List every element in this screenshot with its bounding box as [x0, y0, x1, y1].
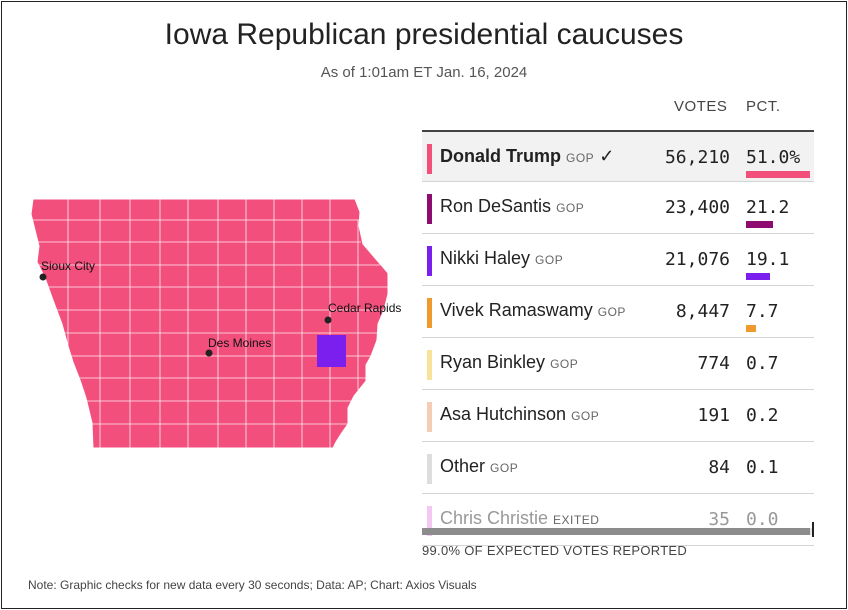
- candidate-pct: 21.2: [746, 197, 790, 218]
- haley-county: [317, 335, 346, 367]
- winner-check-icon: ✓: [599, 146, 615, 166]
- candidate-party: GOP: [535, 253, 564, 267]
- candidate-row: Other GOP 84 0.1: [422, 442, 814, 494]
- candidate-row: Donald Trump GOP ✓ 56,210 51.0%: [422, 130, 814, 182]
- candidate-name-cell: Ron DeSantis GOP: [440, 196, 584, 217]
- des-moines-dot: [205, 349, 213, 357]
- candidate-color-swatch: [427, 454, 432, 484]
- candidate-name: Vivek Ramaswamy: [440, 300, 593, 320]
- candidate-name: Donald Trump: [440, 146, 561, 166]
- candidate-votes: 774: [697, 353, 730, 374]
- candidate-name-cell: Chris Christie EXITED: [440, 508, 599, 529]
- results-table: Donald Trump GOP ✓ 56,210 51.0% Ron DeSanti…: [422, 130, 814, 546]
- candidate-votes: 23,400: [664, 197, 730, 218]
- candidate-row: Ron DeSantis GOP 23,400 21.2: [422, 182, 814, 234]
- candidate-name: Asa Hutchinson: [440, 404, 567, 424]
- candidate-pct: 0.2: [746, 405, 779, 426]
- candidate-name: Nikki Haley: [440, 248, 531, 268]
- candidate-color-swatch: [427, 144, 432, 174]
- iowa-state-shape: [30, 198, 389, 449]
- candidate-party: GOP: [556, 201, 585, 215]
- candidate-name-cell: Vivek Ramaswamy GOP: [440, 300, 626, 321]
- candidate-pct: 0.7: [746, 353, 779, 374]
- chart-title: Iowa Republican presidential caucuses: [164, 18, 684, 51]
- chart-subtitle: As of 1:01am ET Jan. 16, 2024: [320, 64, 528, 81]
- candidate-name-cell: Donald Trump GOP ✓: [440, 146, 614, 167]
- candidate-party: GOP: [490, 461, 519, 475]
- candidate-name: Other: [440, 456, 486, 476]
- candidate-votes: 191: [697, 405, 730, 426]
- candidate-name-cell: Other GOP: [440, 456, 518, 477]
- candidate-votes: 21,076: [664, 249, 730, 270]
- candidate-name-cell: Ryan Binkley GOP: [440, 352, 578, 373]
- cedar-rapids-label: Cedar Rapids: [328, 301, 401, 315]
- source-note: Note: Graphic checks for new data every …: [28, 578, 477, 592]
- candidate-votes: 35: [708, 509, 730, 530]
- candidate-pct-bar: [746, 221, 773, 228]
- candidate-row: Vivek Ramaswamy GOP 8,447 7.7: [422, 286, 814, 338]
- candidate-party: GOP: [597, 305, 626, 319]
- candidate-pct: 7.7: [746, 301, 779, 322]
- candidate-name: Ron DeSantis: [440, 196, 552, 216]
- candidate-party: GOP: [571, 409, 600, 423]
- sioux-city-dot: [39, 273, 47, 281]
- reported-label: 99.0% OF EXPECTED VOTES REPORTED: [422, 543, 688, 558]
- candidate-pct-bar: [746, 171, 810, 178]
- candidate-party: GOP: [550, 357, 579, 371]
- candidate-pct: 19.1: [746, 249, 790, 270]
- candidate-color-swatch: [427, 506, 432, 536]
- candidate-row: Ryan Binkley GOP 774 0.7: [422, 338, 814, 390]
- iowa-county-map: Sioux City Des Moines Cedar Rapids: [30, 198, 401, 449]
- candidate-name: Ryan Binkley: [440, 352, 546, 372]
- candidate-name-cell: Nikki Haley GOP: [440, 248, 563, 269]
- candidate-color-swatch: [427, 402, 432, 432]
- candidate-color-swatch: [427, 298, 432, 328]
- candidate-row: Asa Hutchinson GOP 191 0.2: [422, 390, 814, 442]
- cedar-rapids-dot: [324, 316, 332, 324]
- reporting-progress-bar: [422, 528, 814, 535]
- votes-column-header: VOTES: [674, 98, 728, 115]
- candidate-pct: 0.0: [746, 509, 779, 530]
- reporting-progress-end-marker: [812, 522, 814, 537]
- candidate-pct-bar: [746, 273, 770, 280]
- candidate-color-swatch: [427, 246, 432, 276]
- candidate-row: Chris Christie EXITED 35 0.0: [422, 494, 814, 546]
- candidate-pct-bar: [746, 325, 756, 332]
- candidate-color-swatch: [427, 194, 432, 224]
- candidate-votes: 8,447: [675, 301, 730, 322]
- candidate-pct: 51.0%: [746, 147, 801, 168]
- reporting-progress-fill: [422, 528, 811, 535]
- sioux-city-label: Sioux City: [41, 259, 95, 273]
- candidate-pct: 0.1: [746, 457, 779, 478]
- county-borders: [32, 199, 388, 448]
- des-moines-label: Des Moines: [208, 336, 271, 350]
- candidate-party: GOP: [566, 151, 595, 165]
- candidate-row: Nikki Haley GOP 21,076 19.1: [422, 234, 814, 286]
- candidate-name: Chris Christie: [440, 508, 549, 528]
- candidate-name-cell: Asa Hutchinson GOP: [440, 404, 599, 425]
- candidate-party: EXITED: [553, 513, 600, 527]
- candidate-color-swatch: [427, 350, 432, 380]
- candidate-votes: 84: [708, 457, 730, 478]
- candidate-votes: 56,210: [664, 147, 730, 168]
- pct-column-header: PCT.: [746, 98, 781, 115]
